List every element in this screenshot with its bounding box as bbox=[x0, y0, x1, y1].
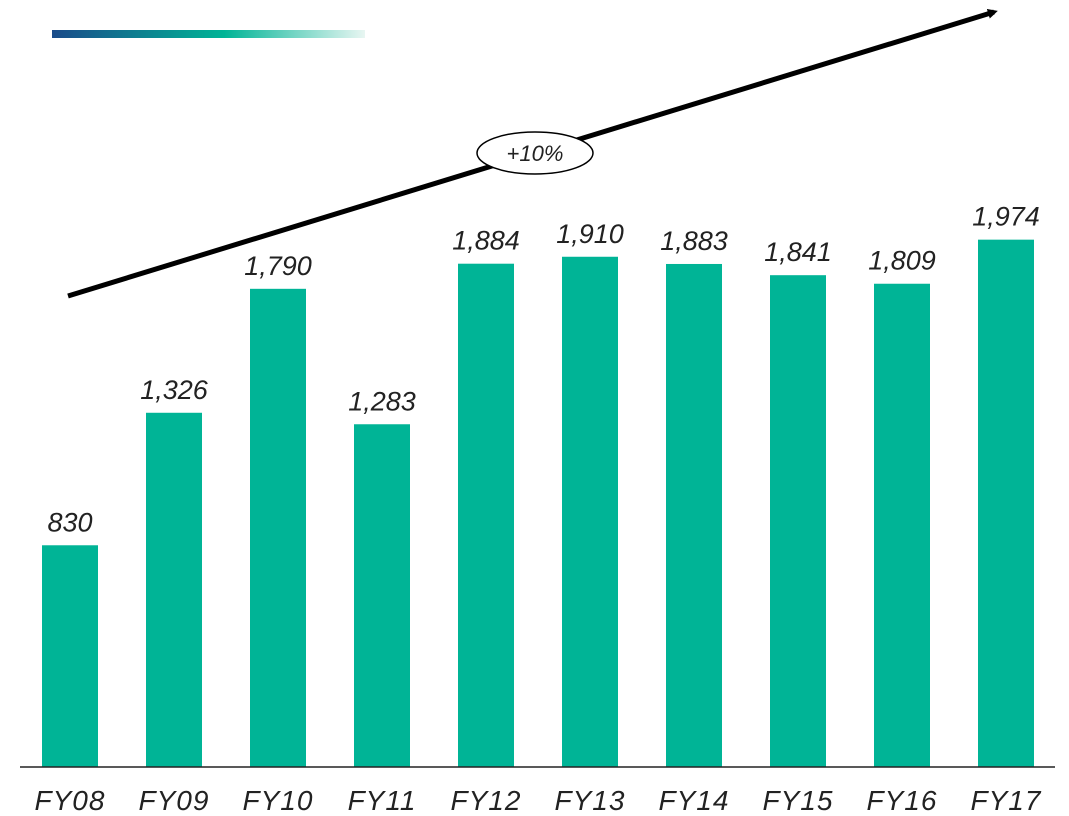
value-label-fy11: 1,283 bbox=[348, 386, 416, 416]
bar-fy10 bbox=[250, 288, 306, 767]
growth-label: +10% bbox=[507, 141, 564, 166]
value-label-fy12: 1,884 bbox=[452, 226, 520, 256]
category-label-fy16: FY16 bbox=[867, 785, 938, 816]
bar-fy16 bbox=[874, 283, 930, 767]
value-label-fy15: 1,841 bbox=[764, 237, 832, 267]
category-label-fy17: FY17 bbox=[971, 785, 1042, 816]
value-label-fy13: 1,910 bbox=[556, 219, 624, 249]
bar-fy08 bbox=[42, 545, 98, 767]
bar-fy14 bbox=[666, 263, 722, 767]
bar-fy11 bbox=[354, 424, 410, 767]
category-labels-group: FY08 FY09 FY10 FY11 FY12 FY13 FY14 FY15 FY16 FY17 bbox=[35, 785, 1042, 816]
bar-fy15 bbox=[770, 275, 826, 767]
value-label-fy17: 1,974 bbox=[972, 202, 1040, 232]
value-labels-group: 830 1,326 1,790 1,283 1,884 1,910 1,883 1,841 1,… bbox=[47, 202, 1039, 538]
value-label-fy08: 830 bbox=[47, 507, 92, 537]
value-label-fy10: 1,790 bbox=[244, 251, 312, 281]
value-label-fy14: 1,883 bbox=[660, 226, 728, 256]
category-label-fy15: FY15 bbox=[763, 785, 834, 816]
bar-fy12 bbox=[458, 263, 514, 767]
category-label-fy12: FY12 bbox=[451, 785, 522, 816]
bars-group bbox=[42, 239, 1034, 767]
category-label-fy11: FY11 bbox=[348, 785, 417, 816]
category-label-fy08: FY08 bbox=[35, 785, 106, 816]
value-label-fy16: 1,809 bbox=[868, 246, 936, 276]
accent-bar bbox=[52, 30, 365, 38]
category-label-fy14: FY14 bbox=[659, 785, 730, 816]
value-label-fy09: 1,326 bbox=[140, 375, 209, 405]
category-label-fy13: FY13 bbox=[555, 785, 626, 816]
category-label-fy09: FY09 bbox=[139, 785, 210, 816]
bar-fy13 bbox=[562, 256, 618, 767]
category-label-fy10: FY10 bbox=[243, 785, 314, 816]
bar-fy17 bbox=[978, 239, 1034, 767]
growth-badge bbox=[476, 131, 594, 175]
bar-fy09 bbox=[146, 412, 202, 767]
